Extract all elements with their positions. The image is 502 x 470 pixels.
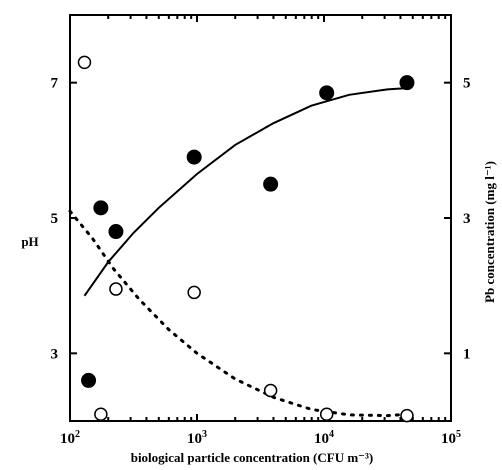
y-tick-label: 5	[51, 211, 59, 227]
ph-data-point	[81, 372, 97, 388]
pb-data-point	[77, 55, 92, 70]
pb-fit-curve-dotted	[68, 209, 409, 418]
pb-data-point	[319, 407, 334, 421]
fit-curves	[68, 87, 409, 418]
y-tick-label: 3	[51, 346, 59, 362]
y2-tick-label: 5	[463, 76, 471, 92]
ph-data-point	[186, 149, 202, 165]
data-points	[77, 55, 415, 423]
pb-data-point	[263, 383, 278, 398]
ph-data-point	[319, 85, 335, 101]
ph-fit-curve-solid	[83, 87, 408, 297]
ph-data-point	[263, 176, 279, 192]
y-tick-label: 7	[51, 76, 59, 92]
y2-tick-label: 1	[463, 346, 471, 362]
y-axis-label: pH	[21, 234, 38, 249]
y2-tick-label: 3	[463, 211, 471, 227]
ph-data-point	[108, 224, 124, 240]
x-tick-label: 103	[187, 429, 207, 447]
x-tick-label: 102	[60, 429, 80, 447]
x-tick-label: 104	[314, 429, 334, 447]
pb-data-point	[400, 408, 414, 423]
x-tick-label: 105	[441, 429, 461, 447]
y2-axis-label: Pb concentration (mg l⁻¹)	[482, 161, 497, 303]
pb-data-point	[187, 285, 201, 300]
pb-data-point	[109, 282, 123, 296]
tick-labels: 102 103 104 105 3 5 7 1 3 5	[51, 76, 471, 447]
pb-data-point	[94, 407, 108, 421]
tick-marks	[69, 15, 452, 421]
ph-data-point	[93, 200, 109, 216]
plot-frame	[69, 14, 452, 422]
ph-data-point	[399, 75, 415, 91]
x-axis-label: biological particle concentration (CFU m…	[131, 450, 374, 465]
